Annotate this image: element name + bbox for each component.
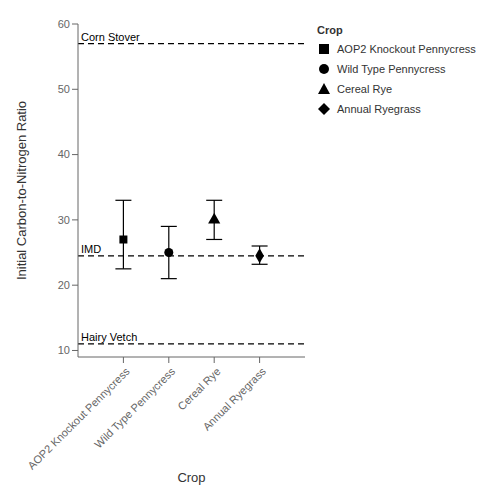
html-text:AOP2 Knockout Pennycress: AOP2 Knockout Pennycress [337,43,476,55]
svg-text:IMD: IMD [81,243,101,255]
html-text:Wild Type Pennycress: Wild Type Pennycress [337,63,446,75]
svg-text:50: 50 [58,83,70,95]
svg-text:10: 10 [58,344,70,356]
svg-text:20: 20 [58,279,70,291]
svg-text:Hairy Vetch: Hairy Vetch [81,331,137,343]
svg-text:Annual Ryegrass: Annual Ryegrass [200,365,268,433]
svg-text:Initial Carbon-to-Nitrogen Rat: Initial Carbon-to-Nitrogen Ratio [14,101,29,280]
svg-text:30: 30 [58,214,70,226]
svg-text:Crop: Crop [177,470,205,485]
html-text:Crop: Crop [317,24,343,36]
svg-text:Wild Type Pennycress: Wild Type Pennycress [92,365,178,451]
html-text:Annual Ryegrass: Annual Ryegrass [337,103,421,115]
svg-text:40: 40 [58,148,70,160]
svg-text:AOP2 Knockout Pennycress: AOP2 Knockout Pennycress [25,365,132,472]
svg-text:Corn Stover: Corn Stover [81,31,140,43]
svg-text:Cereal Rye: Cereal Rye [175,365,222,412]
svg-text:60: 60 [58,18,70,30]
html-text:Cereal Rye: Cereal Rye [337,83,392,95]
